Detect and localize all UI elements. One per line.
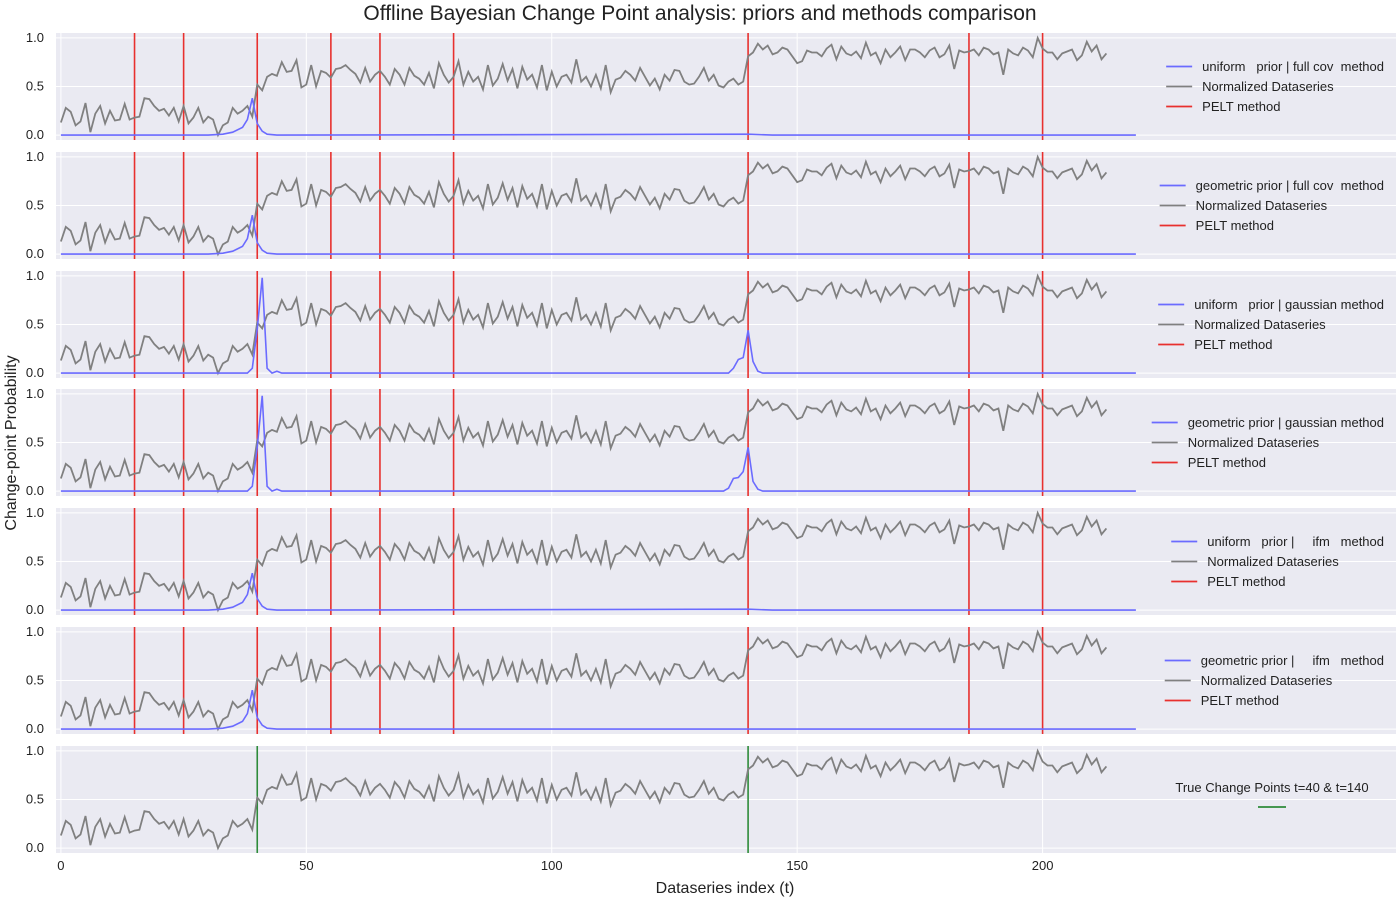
legend-entry: PELT method xyxy=(1202,99,1280,114)
y-tick-label: 0.0 xyxy=(26,483,44,498)
legend-entry: PELT method xyxy=(1207,574,1285,589)
panels-group: 0.0 0.5 1.0 uniform prior | full cov method… xyxy=(26,30,1396,855)
legend: geometric prior | full cov method Normali… xyxy=(1159,178,1384,233)
y-tick-label: 0.0 xyxy=(26,721,44,736)
y-tick-label: 0.0 xyxy=(26,246,44,261)
panel-7: 0.0 0.5 1.0 True Change Points t=40 & t=140 xyxy=(26,743,1396,855)
y-tick-label: 0.5 xyxy=(26,79,44,94)
change-probability-line xyxy=(60,573,1136,611)
y-tick-label: 1.0 xyxy=(26,624,44,639)
y-tick-label: 1.0 xyxy=(26,30,44,45)
panel-1: 0.0 0.5 1.0 uniform prior | full cov method… xyxy=(26,30,1396,142)
legend: uniform prior | ifm method Normalized Dat… xyxy=(1171,534,1384,589)
legend-entry: PELT method xyxy=(1194,337,1272,352)
y-tick-label: 1.0 xyxy=(26,505,44,520)
change-probability-line xyxy=(60,277,1136,375)
legend: geometric prior | ifm method Normalized D… xyxy=(1164,653,1384,708)
change-probability-line xyxy=(60,215,1136,255)
y-tick-label: 0.5 xyxy=(26,792,44,807)
panel-4: 0.0 0.5 1.0 geometric prior | gaussian meth… xyxy=(26,386,1396,498)
legend-entry: PELT method xyxy=(1196,218,1274,233)
y-tick-label: 0.0 xyxy=(26,840,44,855)
panel-3: 0.0 0.5 1.0 uniform prior | gaussian method… xyxy=(26,268,1396,380)
y-tick-label: 1.0 xyxy=(26,386,44,401)
legend: uniform prior | full cov method Normalize… xyxy=(1166,59,1384,114)
change-probability-line xyxy=(60,690,1136,730)
legend-entry: uniform prior | gaussian method xyxy=(1194,297,1384,312)
legend-entry: Normalized Dataseries xyxy=(1207,554,1339,569)
legend-entry: geometric prior | gaussian method xyxy=(1188,415,1384,430)
x-tick-label: 100 xyxy=(541,858,563,873)
y-tick-label: 0.5 xyxy=(26,554,44,569)
y-tick-label: 0.0 xyxy=(26,127,44,142)
legend-entry: Normalized Dataseries xyxy=(1194,317,1326,332)
x-tick-label: 0 xyxy=(57,858,64,873)
legend-entry: geometric prior | full cov method xyxy=(1196,178,1384,193)
panel-6: 0.0 0.5 1.0 geometric prior | ifm method Nor… xyxy=(26,624,1396,736)
y-tick-label: 0.5 xyxy=(26,673,44,688)
y-tick-label: 0.0 xyxy=(26,365,44,380)
legend-entry: Normalized Dataseries xyxy=(1188,435,1320,450)
x-axis-label: Dataseries index (t) xyxy=(656,880,795,897)
normalized-dataseries-line xyxy=(60,510,1108,613)
legend-entry: Normalized Dataseries xyxy=(1201,673,1333,688)
legend-entry: PELT method xyxy=(1201,693,1279,708)
legend-entry: True Change Points t=40 & t=140 xyxy=(1175,780,1368,795)
legend-entry: PELT method xyxy=(1188,455,1266,470)
legend: True Change Points t=40 & t=140 xyxy=(1175,780,1369,808)
x-tick-label: 50 xyxy=(299,858,313,873)
legend-entry: uniform prior | ifm method xyxy=(1207,534,1384,549)
legend: uniform prior | gaussian method Normalize… xyxy=(1158,297,1384,352)
y-tick-label: 1.0 xyxy=(26,149,44,164)
y-tick-label: 0.0 xyxy=(26,602,44,617)
x-tick-label: 150 xyxy=(786,858,808,873)
x-ticks-group: 0 50 100 150 200 xyxy=(57,858,1053,873)
x-tick-label: 200 xyxy=(1032,858,1054,873)
normalized-dataseries-line xyxy=(60,629,1108,732)
y-tick-label: 0.5 xyxy=(26,435,44,450)
normalized-dataseries-line xyxy=(60,273,1108,376)
y-tick-label: 1.0 xyxy=(26,268,44,283)
panel-2: 0.0 0.5 1.0 geometric prior | full cov meth… xyxy=(26,149,1396,261)
y-tick-label: 0.5 xyxy=(26,317,44,332)
legend-entry: uniform prior | full cov method xyxy=(1202,59,1384,74)
legend-entry: Normalized Dataseries xyxy=(1196,198,1328,213)
legend-entry: Normalized Dataseries xyxy=(1202,79,1334,94)
y-axis-label: Change-point Probability xyxy=(3,355,20,530)
normalized-dataseries-line xyxy=(60,154,1108,257)
chart-title: Offline Bayesian Change Point analysis: … xyxy=(363,2,1036,25)
legend-entry: geometric prior | ifm method xyxy=(1201,653,1384,668)
panel-5: 0.0 0.5 1.0 uniform prior | ifm method Norma… xyxy=(26,505,1396,617)
normalized-dataseries-line xyxy=(60,748,1108,851)
change-probability-line xyxy=(60,395,1136,493)
y-tick-label: 0.5 xyxy=(26,198,44,213)
y-tick-label: 1.0 xyxy=(26,743,44,758)
legend: geometric prior | gaussian method Normali… xyxy=(1151,415,1384,470)
normalized-dataseries-line xyxy=(60,35,1108,138)
normalized-dataseries-line xyxy=(60,391,1108,494)
change-probability-line xyxy=(60,98,1136,136)
